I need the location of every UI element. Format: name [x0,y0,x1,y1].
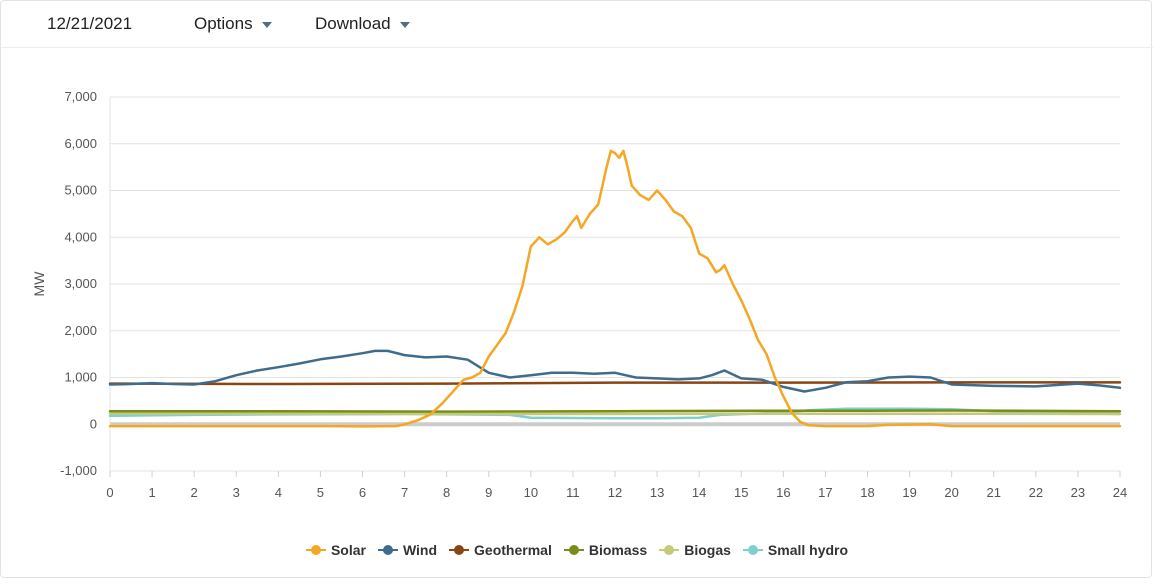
chart-toolbar: 12/21/2021 Options Download [1,1,1153,48]
x-tick-label: 2 [191,485,198,500]
x-tick-label: 23 [1071,485,1085,500]
legend-label: Small hydro [767,542,849,558]
x-tick-label: 17 [818,485,832,500]
series-line-solar [108,149,1122,428]
legend-item-wind[interactable]: Wind [377,542,438,558]
x-tick-label: 6 [359,485,366,500]
x-tick-label: 3 [233,485,240,500]
x-tick-label: 8 [443,485,450,500]
x-tick-label: 9 [485,485,492,500]
legend-label: Solar [330,542,366,558]
series-line-geothermal [108,381,1122,386]
legend-swatch-icon [659,544,680,556]
options-label: Options [194,14,253,33]
download-label: Download [315,14,391,33]
series-line-biomass [108,409,1122,413]
y-tick-label: 3,000 [64,276,97,291]
legend-swatch-icon [449,544,470,556]
chart-area: -1,000 0 1,000 2,000 3,000 4,000 5,000 6,000 7,0… [0,48,1154,580]
line-chart: -1,000 0 1,000 2,000 3,000 4,000 5,000 6,000 7,0… [31,89,1127,500]
legend-item-biogas[interactable]: Biogas [659,542,731,558]
legend-item-geothermal[interactable]: Geothermal [449,542,552,558]
x-tick-label: 20 [944,485,958,500]
x-axis-labels: 0 1 2 3 4 5 6 7 8 9 10 11 12 13 14 15 16 17 18 19 20 21 22 23 24 [106,485,1127,500]
y-tick-label: 2,000 [64,323,97,338]
x-tick-label: 18 [860,485,874,500]
x-tick-label: 15 [734,485,748,500]
legend-label: Biomass [588,542,648,558]
x-tick-label: 19 [902,485,916,500]
y-tick-label: 7,000 [64,89,97,104]
legend-label: Wind [402,542,438,558]
y-tick-label: 0 [90,416,97,431]
legend-swatch-icon [742,544,763,556]
download-dropdown[interactable]: Download [315,14,410,34]
chevron-down-icon [261,21,272,28]
chevron-down-icon [399,21,410,28]
y-tick-label: 5,000 [64,183,97,198]
options-dropdown[interactable]: Options [194,14,272,34]
legend-label: Biogas [684,542,731,558]
x-tick-label: 21 [987,485,1001,500]
x-tick-label: 7 [401,485,408,500]
series-line-wind [108,349,1122,393]
y-tick-label: 4,000 [64,229,97,244]
x-tick-label: 24 [1113,485,1127,500]
x-tick-label: 10 [524,485,538,500]
legend-swatch-icon [563,544,584,556]
series-lines [108,149,1122,428]
x-tick-label: 13 [650,485,664,500]
x-tick-label: 14 [692,485,706,500]
legend-item-small-hydro[interactable]: Small hydro [742,542,849,558]
legend-label: Geothermal [474,542,552,558]
y-axis-title: MW [31,271,47,297]
series-line-biogas [108,412,1122,416]
x-tick-label: 11 [566,485,580,500]
y-tick-label: 6,000 [64,136,97,151]
legend-item-biomass[interactable]: Biomass [563,542,648,558]
x-tick-label: 22 [1029,485,1043,500]
chart-legend: Solar Wind Geothermal Biomass Biogas Small hy… [0,542,1154,558]
legend-swatch-icon [305,544,326,556]
y-tick-label: -1,000 [60,463,97,478]
legend-item-solar[interactable]: Solar [305,542,366,558]
x-tick-label: 12 [608,485,622,500]
x-tick-label: 16 [776,485,790,500]
x-tick-label: 5 [317,485,324,500]
x-tick-label: 4 [275,485,282,500]
y-tick-label: 1,000 [64,370,97,385]
legend-swatch-icon [377,544,398,556]
y-axis-labels: -1,000 0 1,000 2,000 3,000 4,000 5,000 6,000 7,0… [60,89,97,478]
date-display[interactable]: 12/21/2021 [47,14,133,33]
x-tick-label: 0 [106,485,113,500]
grid-lines [109,96,1121,477]
x-tick-label: 1 [148,485,155,500]
